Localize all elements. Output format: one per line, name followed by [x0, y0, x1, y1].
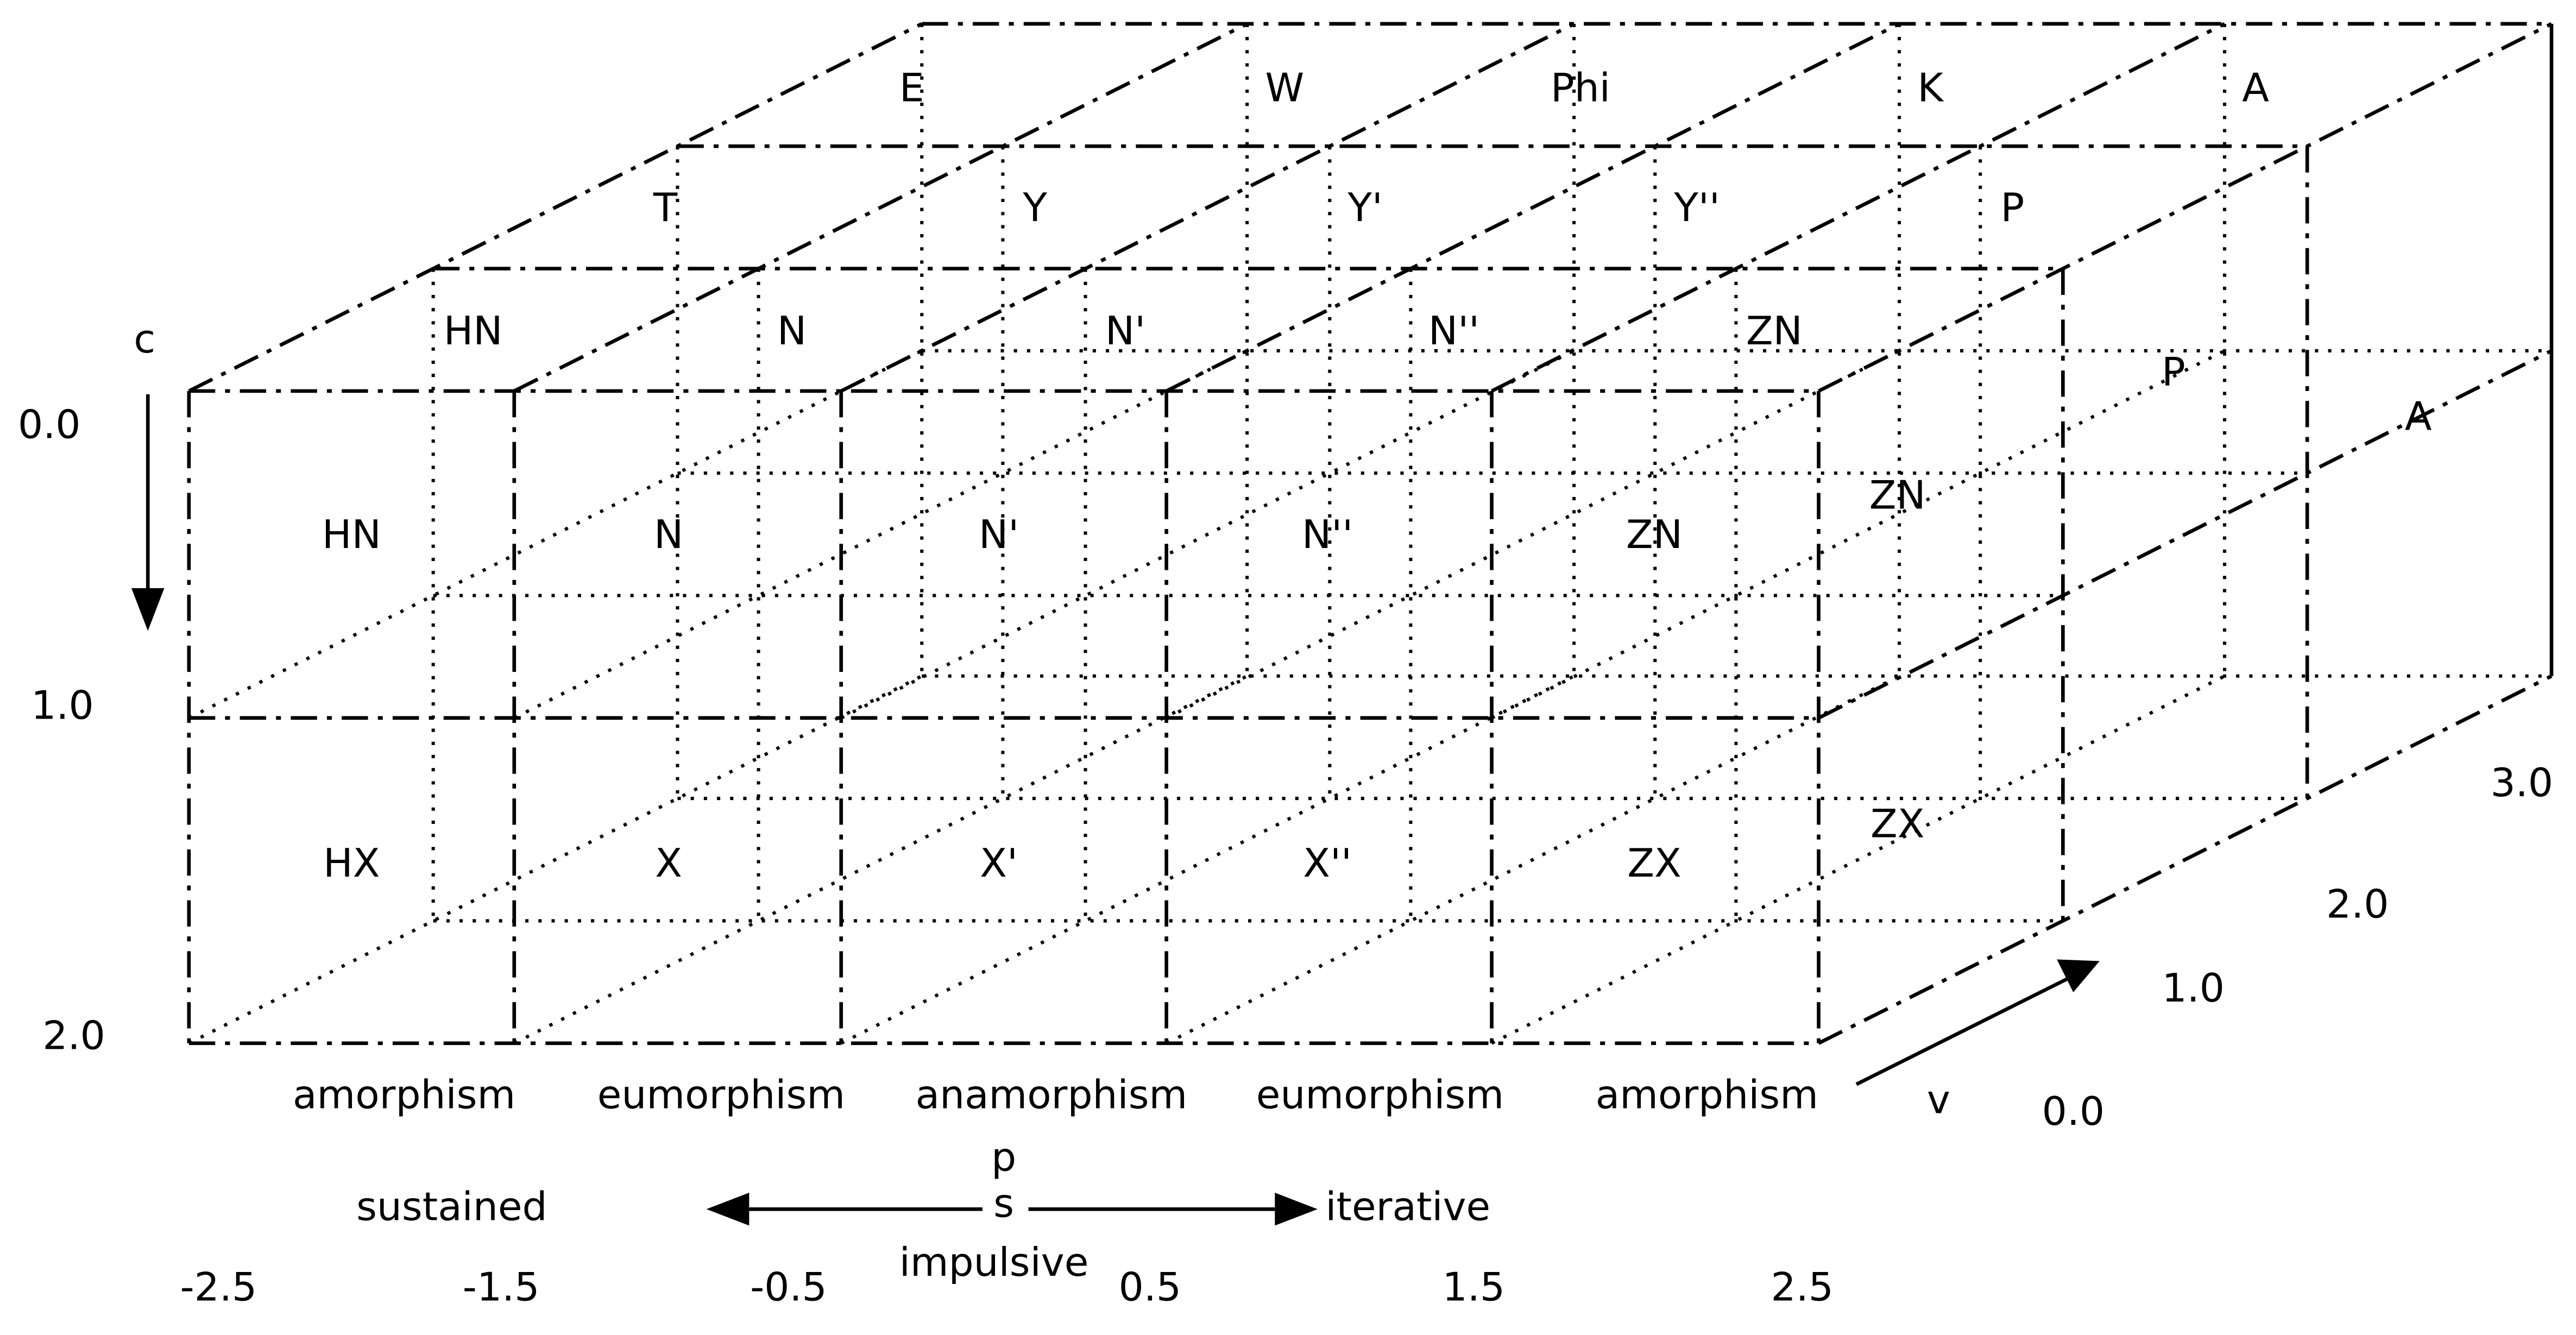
p-left-label: sustained — [356, 1184, 547, 1230]
layer-label: Y'' — [1674, 185, 1720, 231]
edge — [840, 675, 1575, 1045]
side-label: P — [2162, 350, 2185, 395]
column-label: eumorphism — [1256, 1073, 1504, 1118]
layer-label: Phi — [1551, 65, 1610, 111]
layer-label: E — [899, 65, 924, 111]
side-label: ZX — [1870, 802, 1924, 847]
edge — [1818, 674, 2553, 1045]
c-tick-label: 1.0 — [31, 683, 93, 729]
layer-label: P — [2001, 185, 2025, 231]
side-label: A — [2405, 394, 2432, 439]
edge — [1166, 349, 1900, 720]
p-tick-label: 0.5 — [1119, 1265, 1181, 1311]
edge — [1166, 675, 1900, 1045]
edge — [840, 349, 1575, 720]
p-right-label: iterative — [1325, 1184, 1490, 1230]
p-arrow-left-head — [706, 1193, 750, 1226]
edge — [513, 22, 1248, 393]
p-tick-label: 2.5 — [1771, 1265, 1834, 1311]
edge — [1491, 675, 2226, 1045]
cell-label: N — [654, 512, 683, 558]
layer-label: Y — [1023, 185, 1048, 231]
v-tick-label: 1.0 — [2162, 966, 2224, 1011]
v-axis-label: v — [1927, 1078, 1950, 1123]
v-tick-label: 3.0 — [2490, 760, 2553, 806]
layer-label: Y' — [1347, 185, 1383, 231]
p-tick-label: -1.5 — [463, 1265, 540, 1311]
cell-label: ZX — [1627, 841, 1681, 886]
c-tick-label: 2.0 — [42, 1013, 105, 1059]
grid — [187, 22, 2554, 1046]
edge — [513, 675, 1248, 1045]
column-label: amorphism — [1596, 1073, 1818, 1118]
p-center-label: impulsive — [899, 1240, 1089, 1286]
edge — [188, 22, 923, 393]
c-arrow-head — [131, 588, 165, 631]
layer-label: N — [777, 308, 807, 354]
v-tick-label: 2.0 — [2326, 882, 2389, 928]
v-arrow — [1855, 977, 2068, 1086]
column-label: amorphism — [293, 1073, 515, 1118]
side-label: ZN — [1869, 473, 1926, 519]
c-axis-label: c — [134, 317, 155, 362]
cell-label: N' — [979, 512, 1019, 558]
edge — [1166, 22, 1900, 393]
layer-label: HN — [444, 308, 503, 354]
cell-label: X' — [980, 841, 1018, 886]
p-tick-label: -0.5 — [750, 1265, 827, 1311]
cell-label: N'' — [1302, 512, 1353, 558]
edge — [188, 349, 923, 720]
cell-label: X — [655, 841, 682, 886]
layer-label: T — [653, 185, 678, 231]
edge — [1818, 349, 2553, 720]
p-arrow-right-head — [1275, 1193, 1318, 1226]
layer-label: A — [2242, 65, 2269, 111]
edge — [513, 349, 1248, 720]
p-tick-label: -2.5 — [180, 1265, 257, 1311]
layer-label: W — [1265, 65, 1305, 111]
p-axis-label: p — [991, 1135, 1016, 1181]
v-arrow-head — [2057, 959, 2100, 993]
p-tick-label: 1.5 — [1443, 1265, 1505, 1311]
layer-label: N' — [1105, 308, 1145, 354]
column-label: eumorphism — [597, 1073, 845, 1118]
cell-label: HN — [322, 512, 381, 558]
layer-label: N'' — [1428, 308, 1479, 354]
layer-label: ZN — [1746, 308, 1803, 354]
edge — [1491, 22, 2226, 393]
edge — [188, 675, 923, 1045]
cell-label: X'' — [1303, 841, 1352, 886]
edge — [1818, 22, 2553, 393]
edge — [840, 22, 1575, 393]
edge — [1491, 349, 2226, 720]
column-label: anamorphism — [916, 1073, 1188, 1118]
cell-label: HX — [323, 841, 380, 886]
cell-label: ZN — [1626, 512, 1683, 558]
layer-label: K — [1917, 65, 1944, 111]
v-tick-label: 0.0 — [2042, 1089, 2105, 1135]
c-tick-label: 0.0 — [18, 402, 80, 448]
p-axis-sublabel: s — [993, 1181, 1014, 1226]
